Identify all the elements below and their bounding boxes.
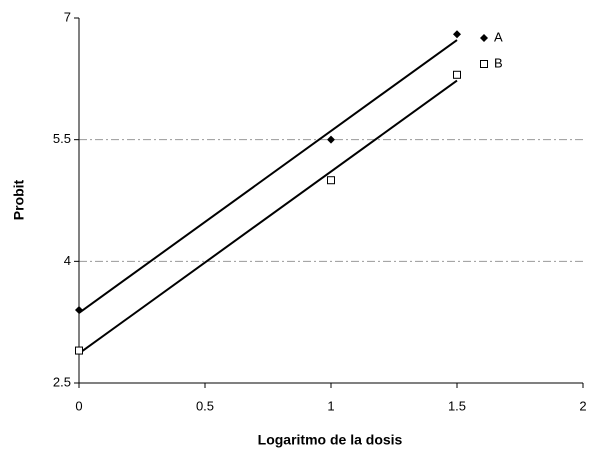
y-axis-label: Probit	[11, 179, 27, 220]
legend-label: B	[494, 55, 503, 70]
x-tick-label: 0	[75, 398, 82, 413]
x-tick-label: 1.5	[448, 398, 466, 413]
point	[453, 70, 461, 79]
x-tick-label: 2	[579, 398, 586, 413]
point	[75, 306, 83, 314]
trendline	[78, 79, 458, 355]
point	[453, 30, 461, 39]
point	[327, 135, 335, 144]
x-axis-label: Logaritmo de la dosis	[258, 432, 403, 448]
legend-marker	[480, 34, 488, 42]
y-tick-label: 2.5	[53, 374, 71, 389]
legend-marker	[480, 60, 488, 68]
point	[327, 176, 335, 185]
y-tick-label: 7	[64, 9, 71, 24]
point	[75, 346, 83, 355]
x-tick-label: 1	[327, 398, 334, 413]
y-tick-label: 5.5	[53, 131, 71, 146]
x-tick-label: 0.5	[196, 398, 214, 413]
y-tick-label: 4	[64, 253, 71, 268]
legend-label: A	[494, 29, 503, 44]
trendline	[78, 39, 458, 314]
